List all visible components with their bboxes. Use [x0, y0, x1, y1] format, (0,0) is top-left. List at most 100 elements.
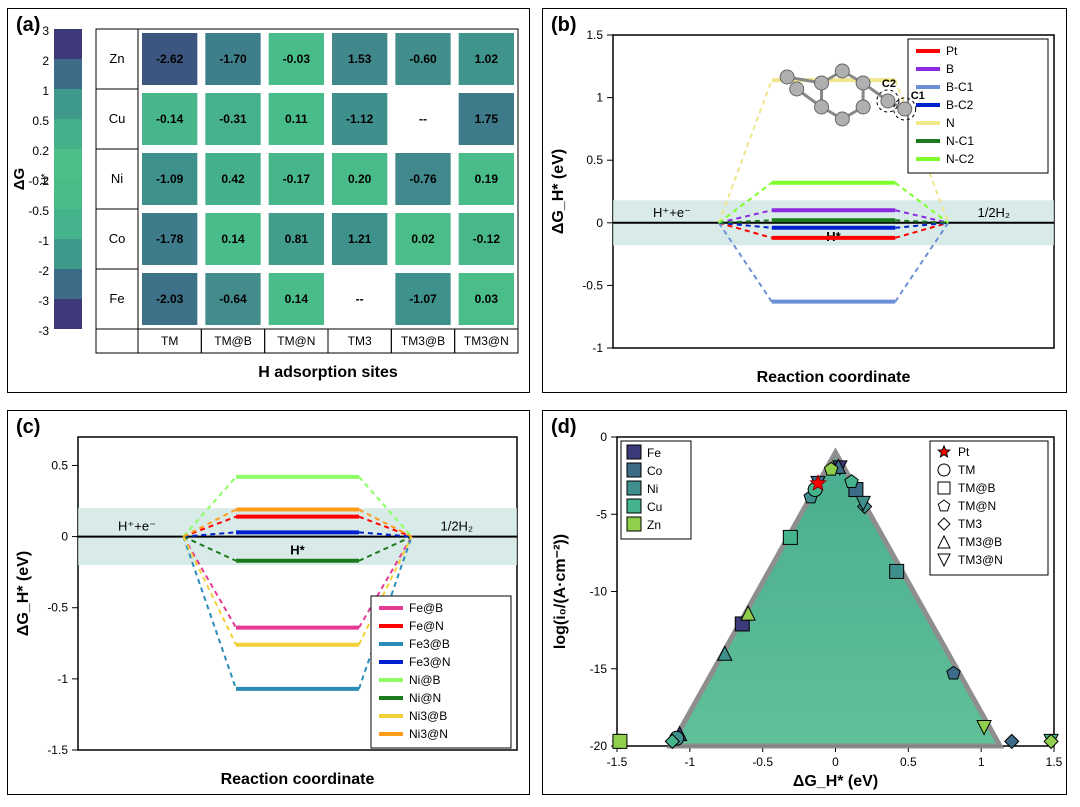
svg-text:(b): (b) [551, 14, 577, 36]
svg-text:-0.12: -0.12 [473, 232, 501, 246]
svg-text:TM@B: TM@B [214, 334, 252, 348]
svg-text:1.21: 1.21 [348, 232, 372, 246]
svg-text:1.5: 1.5 [586, 28, 603, 42]
svg-text:-0.5: -0.5 [752, 755, 773, 769]
energy-diagram-b: (b)-1-0.500.511.5ΔG_H* (eV)H⁺+e⁻H*1/2H₂R… [543, 9, 1068, 394]
svg-text:Zn: Zn [109, 51, 124, 66]
svg-text:Cu: Cu [647, 500, 662, 514]
svg-text:-10: -10 [590, 585, 608, 599]
svg-text:--: -- [419, 112, 427, 126]
svg-text:-1.09: -1.09 [156, 172, 184, 186]
svg-text:H*: H* [40, 173, 51, 184]
svg-text:0.11: 0.11 [285, 112, 308, 126]
svg-text:N: N [946, 116, 955, 130]
svg-text:0: 0 [596, 216, 603, 230]
svg-text:H adsorption sites: H adsorption sites [258, 364, 398, 381]
svg-text:0.42: 0.42 [221, 172, 245, 186]
svg-text:Ni@N: Ni@N [409, 691, 441, 705]
svg-text:1.53: 1.53 [348, 52, 372, 66]
svg-text:Fe@B: Fe@B [409, 601, 443, 615]
svg-text:0.03: 0.03 [475, 292, 499, 306]
svg-text:H*: H* [290, 543, 305, 558]
svg-text:-3: -3 [38, 324, 49, 338]
svg-text:Ni3@B: Ni3@B [409, 709, 447, 723]
svg-text:H⁺+e⁻: H⁺+e⁻ [653, 205, 691, 220]
svg-text:B: B [946, 62, 954, 76]
svg-text:Pt: Pt [958, 445, 970, 459]
svg-text:TM: TM [958, 463, 975, 477]
svg-text:0.2: 0.2 [32, 144, 49, 158]
svg-text:-0.14: -0.14 [156, 112, 184, 126]
svg-text:Fe: Fe [109, 291, 124, 306]
svg-text:-1.5: -1.5 [607, 755, 628, 769]
svg-text:Fe3@N: Fe3@N [409, 655, 451, 669]
svg-text:-1.07: -1.07 [409, 292, 437, 306]
energy-diagram-c: (c)-1.5-1-0.500.5ΔG_H* (eV)H⁺+e⁻H*1/2H₂R… [8, 411, 531, 796]
svg-text:1: 1 [596, 91, 603, 105]
svg-text:3: 3 [42, 24, 49, 38]
panel-d: (d)-1.5-1-0.500.511.5-20-15-10-50ΔG_H* (… [542, 410, 1067, 795]
svg-text:ΔG_H* (eV): ΔG_H* (eV) [550, 149, 567, 234]
svg-text:TM3@N: TM3@N [958, 553, 1003, 567]
svg-text:Pt: Pt [946, 44, 958, 58]
svg-text:Zn: Zn [647, 518, 661, 532]
svg-text:-2.03: -2.03 [156, 292, 184, 306]
svg-text:Ni@B: Ni@B [409, 673, 441, 687]
svg-text:Ni3@N: Ni3@N [409, 727, 448, 741]
svg-text:(c): (c) [16, 416, 40, 438]
svg-text:TM3: TM3 [958, 517, 982, 531]
svg-text:-1.12: -1.12 [346, 112, 374, 126]
svg-text:TM3@B: TM3@B [401, 334, 445, 348]
panel-c: (c)-1.5-1-0.500.5ΔG_H* (eV)H⁺+e⁻H*1/2H₂R… [7, 410, 530, 795]
svg-text:C1: C1 [911, 90, 925, 102]
svg-text:2: 2 [42, 54, 49, 68]
svg-text:H⁺+e⁻: H⁺+e⁻ [118, 519, 156, 534]
svg-text:(a): (a) [16, 14, 40, 36]
svg-text:Fe@N: Fe@N [409, 619, 444, 633]
svg-text:-0.03: -0.03 [283, 52, 311, 66]
svg-text:0: 0 [61, 530, 68, 544]
svg-text:-0.17: -0.17 [283, 172, 311, 186]
svg-text:0: 0 [600, 430, 607, 444]
svg-text:0.19: 0.19 [475, 172, 499, 186]
svg-text:-20: -20 [590, 739, 608, 753]
svg-text:ΔG_H* (eV): ΔG_H* (eV) [15, 551, 32, 636]
svg-text:ΔG_H* (eV): ΔG_H* (eV) [793, 773, 878, 790]
panel-a: (a)3210.50.2-0.2-0.5-1-2-3-3ΔGH*(eV)ZnCu… [7, 8, 530, 393]
svg-text:1.75: 1.75 [475, 112, 499, 126]
svg-text:N-C2: N-C2 [946, 152, 974, 166]
svg-text:Co: Co [109, 231, 126, 246]
svg-text:-0.76: -0.76 [409, 172, 437, 186]
svg-text:0.02: 0.02 [411, 232, 435, 246]
svg-text:TM: TM [161, 334, 178, 348]
svg-text:Co: Co [647, 464, 663, 478]
svg-text:-0.31: -0.31 [219, 112, 247, 126]
svg-text:Fe: Fe [647, 446, 661, 460]
svg-text:log(i₀/(A·cm⁻²)): log(i₀/(A·cm⁻²)) [552, 534, 569, 649]
svg-text:0.5: 0.5 [900, 755, 917, 769]
svg-text:-1.70: -1.70 [219, 52, 247, 66]
volcano-plot-d: (d)-1.5-1-0.500.511.5-20-15-10-50ΔG_H* (… [543, 411, 1068, 796]
svg-text:-5: -5 [596, 507, 607, 521]
svg-text:TM@N: TM@N [958, 499, 996, 513]
svg-text:-1.5: -1.5 [47, 743, 68, 757]
svg-text:-1: -1 [684, 755, 695, 769]
svg-text:-0.5: -0.5 [28, 204, 49, 218]
svg-text:-0.5: -0.5 [582, 278, 603, 292]
svg-text:--: -- [356, 292, 364, 306]
svg-text:TM3: TM3 [348, 334, 372, 348]
svg-text:TM@B: TM@B [958, 481, 996, 495]
svg-text:(d): (d) [551, 416, 577, 438]
svg-text:1.02: 1.02 [475, 52, 499, 66]
svg-text:-1: -1 [592, 341, 603, 355]
svg-text:0.5: 0.5 [32, 114, 49, 128]
svg-text:B-C2: B-C2 [946, 98, 974, 112]
svg-text:0.5: 0.5 [586, 153, 603, 167]
svg-text:1: 1 [978, 755, 985, 769]
svg-text:0.5: 0.5 [51, 458, 68, 472]
svg-text:Ni: Ni [111, 171, 123, 186]
svg-text:0.14: 0.14 [285, 292, 309, 306]
svg-text:Cu: Cu [109, 111, 126, 126]
svg-text:-1.78: -1.78 [156, 232, 184, 246]
svg-text:C2: C2 [882, 78, 896, 90]
